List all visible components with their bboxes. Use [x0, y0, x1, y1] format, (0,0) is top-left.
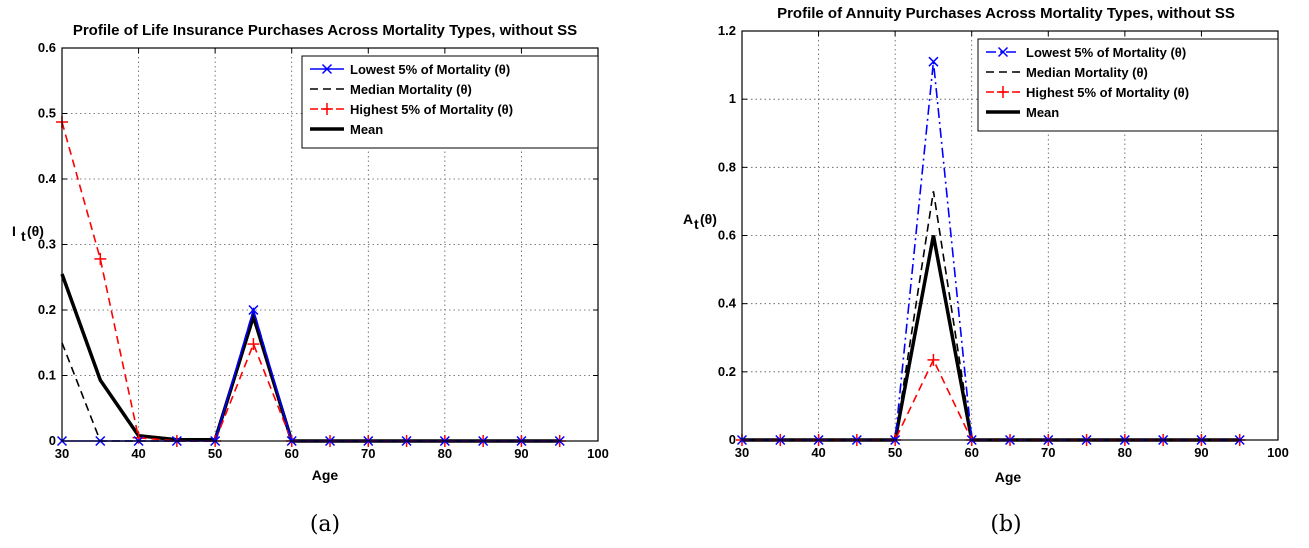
y-tick-label: 0.1 — [38, 368, 56, 383]
x-tick-label: 30 — [735, 445, 749, 460]
x-tick-label: 70 — [1041, 445, 1055, 460]
series-0-point — [248, 304, 259, 316]
x-tick-label: 60 — [284, 446, 298, 461]
y-tick-label: 0.5 — [38, 106, 56, 121]
chart-panel-b: Profile of Annuity Purchases Across Mort… — [683, 5, 1289, 537]
x-axis-label: Age — [995, 469, 1022, 485]
legend-box — [977, 38, 1279, 132]
chart-title: Profile of Life Insurance Purchases Acro… — [73, 22, 577, 39]
x-tick-label: 80 — [438, 446, 452, 461]
axes-frame — [61, 47, 599, 442]
x-tick-label: 80 — [1118, 445, 1132, 460]
y-tick-label: 0.4 — [718, 296, 737, 311]
y-axis-label-arg: (θ) — [700, 211, 717, 227]
chart-title: Profile of Annuity Purchases Across Mort… — [777, 5, 1235, 22]
x-tick-label: 30 — [55, 446, 69, 461]
y-tick-label: 0.3 — [38, 237, 56, 252]
y-tick-label: 0.2 — [38, 302, 56, 317]
x-axis-label: Age — [312, 467, 339, 483]
legend-marker — [997, 86, 1009, 98]
x-tick-label: 50 — [888, 445, 902, 460]
legend-marker — [997, 46, 1009, 58]
y-tick-label: 0.4 — [38, 171, 57, 186]
y-tick-label: 0 — [49, 433, 56, 448]
y-tick-label: 0.6 — [718, 228, 736, 243]
x-tick-label: 100 — [1267, 445, 1289, 460]
y-axis-label: I t (θ) — [12, 223, 44, 244]
legend-label: Mean — [350, 122, 383, 137]
series-0-point — [928, 56, 939, 67]
legend-label: Lowest 5% of Mortality (θ) — [1026, 45, 1186, 60]
chart-panel-a: Profile of Life Insurance Purchases Acro… — [12, 22, 609, 537]
y-axis-label: A t (θ) — [683, 211, 717, 232]
x-tick-label: 50 — [208, 446, 222, 461]
x-tick-label: 90 — [1194, 445, 1208, 460]
legend-marker — [321, 103, 333, 115]
y-tick-label: 1.2 — [718, 23, 736, 38]
series-2-point — [247, 338, 260, 351]
legend-label: Median Mortality (θ) — [1026, 65, 1148, 80]
legend-box — [301, 55, 599, 149]
y-axis-label-subscript: t — [694, 216, 699, 232]
y-tick-label: 0 — [729, 432, 736, 447]
legend-label: Median Mortality (θ) — [350, 82, 472, 97]
x-tick-label: 90 — [514, 446, 528, 461]
y-tick-label: 0.8 — [718, 159, 736, 174]
y-tick-label: 0.6 — [38, 40, 56, 55]
panel-caption: (a) — [310, 512, 340, 537]
y-axis-label-main: I — [12, 223, 16, 239]
y-tick-label: 1 — [729, 91, 736, 106]
y-axis-label-subscript: t — [21, 228, 26, 244]
series-2-point — [927, 353, 940, 366]
legend: Lowest 5% of Mortality (θ) Median Mortali… — [977, 38, 1279, 132]
panel-caption: (b) — [990, 512, 1021, 537]
x-tick-label: 70 — [361, 446, 375, 461]
x-tick-label: 40 — [131, 446, 145, 461]
y-tick-label: 0.2 — [718, 364, 736, 379]
x-tick-label: 100 — [587, 446, 609, 461]
legend-label: Highest 5% of Mortality (θ) — [350, 102, 513, 117]
legend: Lowest 5% of Mortality (θ) Median Mortali… — [301, 55, 599, 149]
legend-marker — [321, 63, 333, 75]
x-tick-label: 40 — [811, 445, 825, 460]
x-tick-label: 60 — [964, 445, 978, 460]
series-2-point — [94, 252, 107, 265]
y-axis-label-arg: (θ) — [27, 223, 44, 239]
axes-frame — [741, 30, 1279, 441]
legend-label: Lowest 5% of Mortality (θ) — [350, 62, 510, 77]
legend-label: Mean — [1026, 105, 1059, 120]
legend-label: Highest 5% of Mortality (θ) — [1026, 85, 1189, 100]
y-axis-label-main: A — [683, 211, 693, 227]
